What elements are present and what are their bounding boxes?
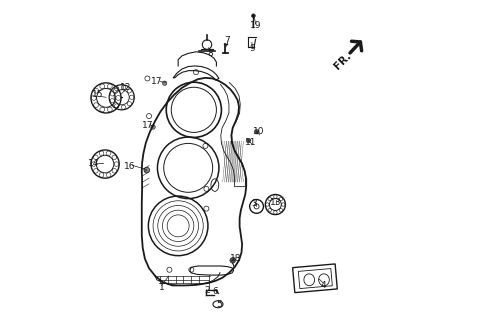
- Text: 16: 16: [125, 162, 136, 171]
- Circle shape: [162, 81, 167, 85]
- Text: 11: 11: [245, 138, 256, 147]
- Text: 5: 5: [217, 300, 223, 309]
- Circle shape: [144, 167, 150, 173]
- Text: 3: 3: [251, 199, 257, 208]
- Bar: [298, 268, 332, 289]
- Circle shape: [230, 258, 236, 263]
- Circle shape: [255, 130, 259, 134]
- Text: 6: 6: [212, 287, 218, 296]
- Text: 9: 9: [250, 44, 256, 53]
- Text: 17: 17: [142, 121, 153, 130]
- Text: 8: 8: [207, 49, 213, 58]
- Text: 14: 14: [88, 159, 100, 168]
- Text: 13: 13: [270, 198, 282, 207]
- Text: 4: 4: [320, 281, 326, 290]
- Circle shape: [151, 125, 155, 129]
- Circle shape: [252, 14, 256, 18]
- Text: FR.: FR.: [332, 50, 353, 71]
- Text: 10: 10: [253, 127, 265, 136]
- Bar: [293, 264, 337, 293]
- Text: 18: 18: [229, 254, 241, 263]
- Text: 2: 2: [204, 286, 210, 295]
- Text: 17: 17: [151, 77, 163, 86]
- Text: 7: 7: [225, 36, 230, 45]
- Text: 19: 19: [250, 21, 261, 30]
- Circle shape: [246, 138, 251, 143]
- Text: 15: 15: [91, 90, 103, 99]
- Text: 12: 12: [120, 84, 131, 92]
- Text: 1: 1: [158, 283, 164, 292]
